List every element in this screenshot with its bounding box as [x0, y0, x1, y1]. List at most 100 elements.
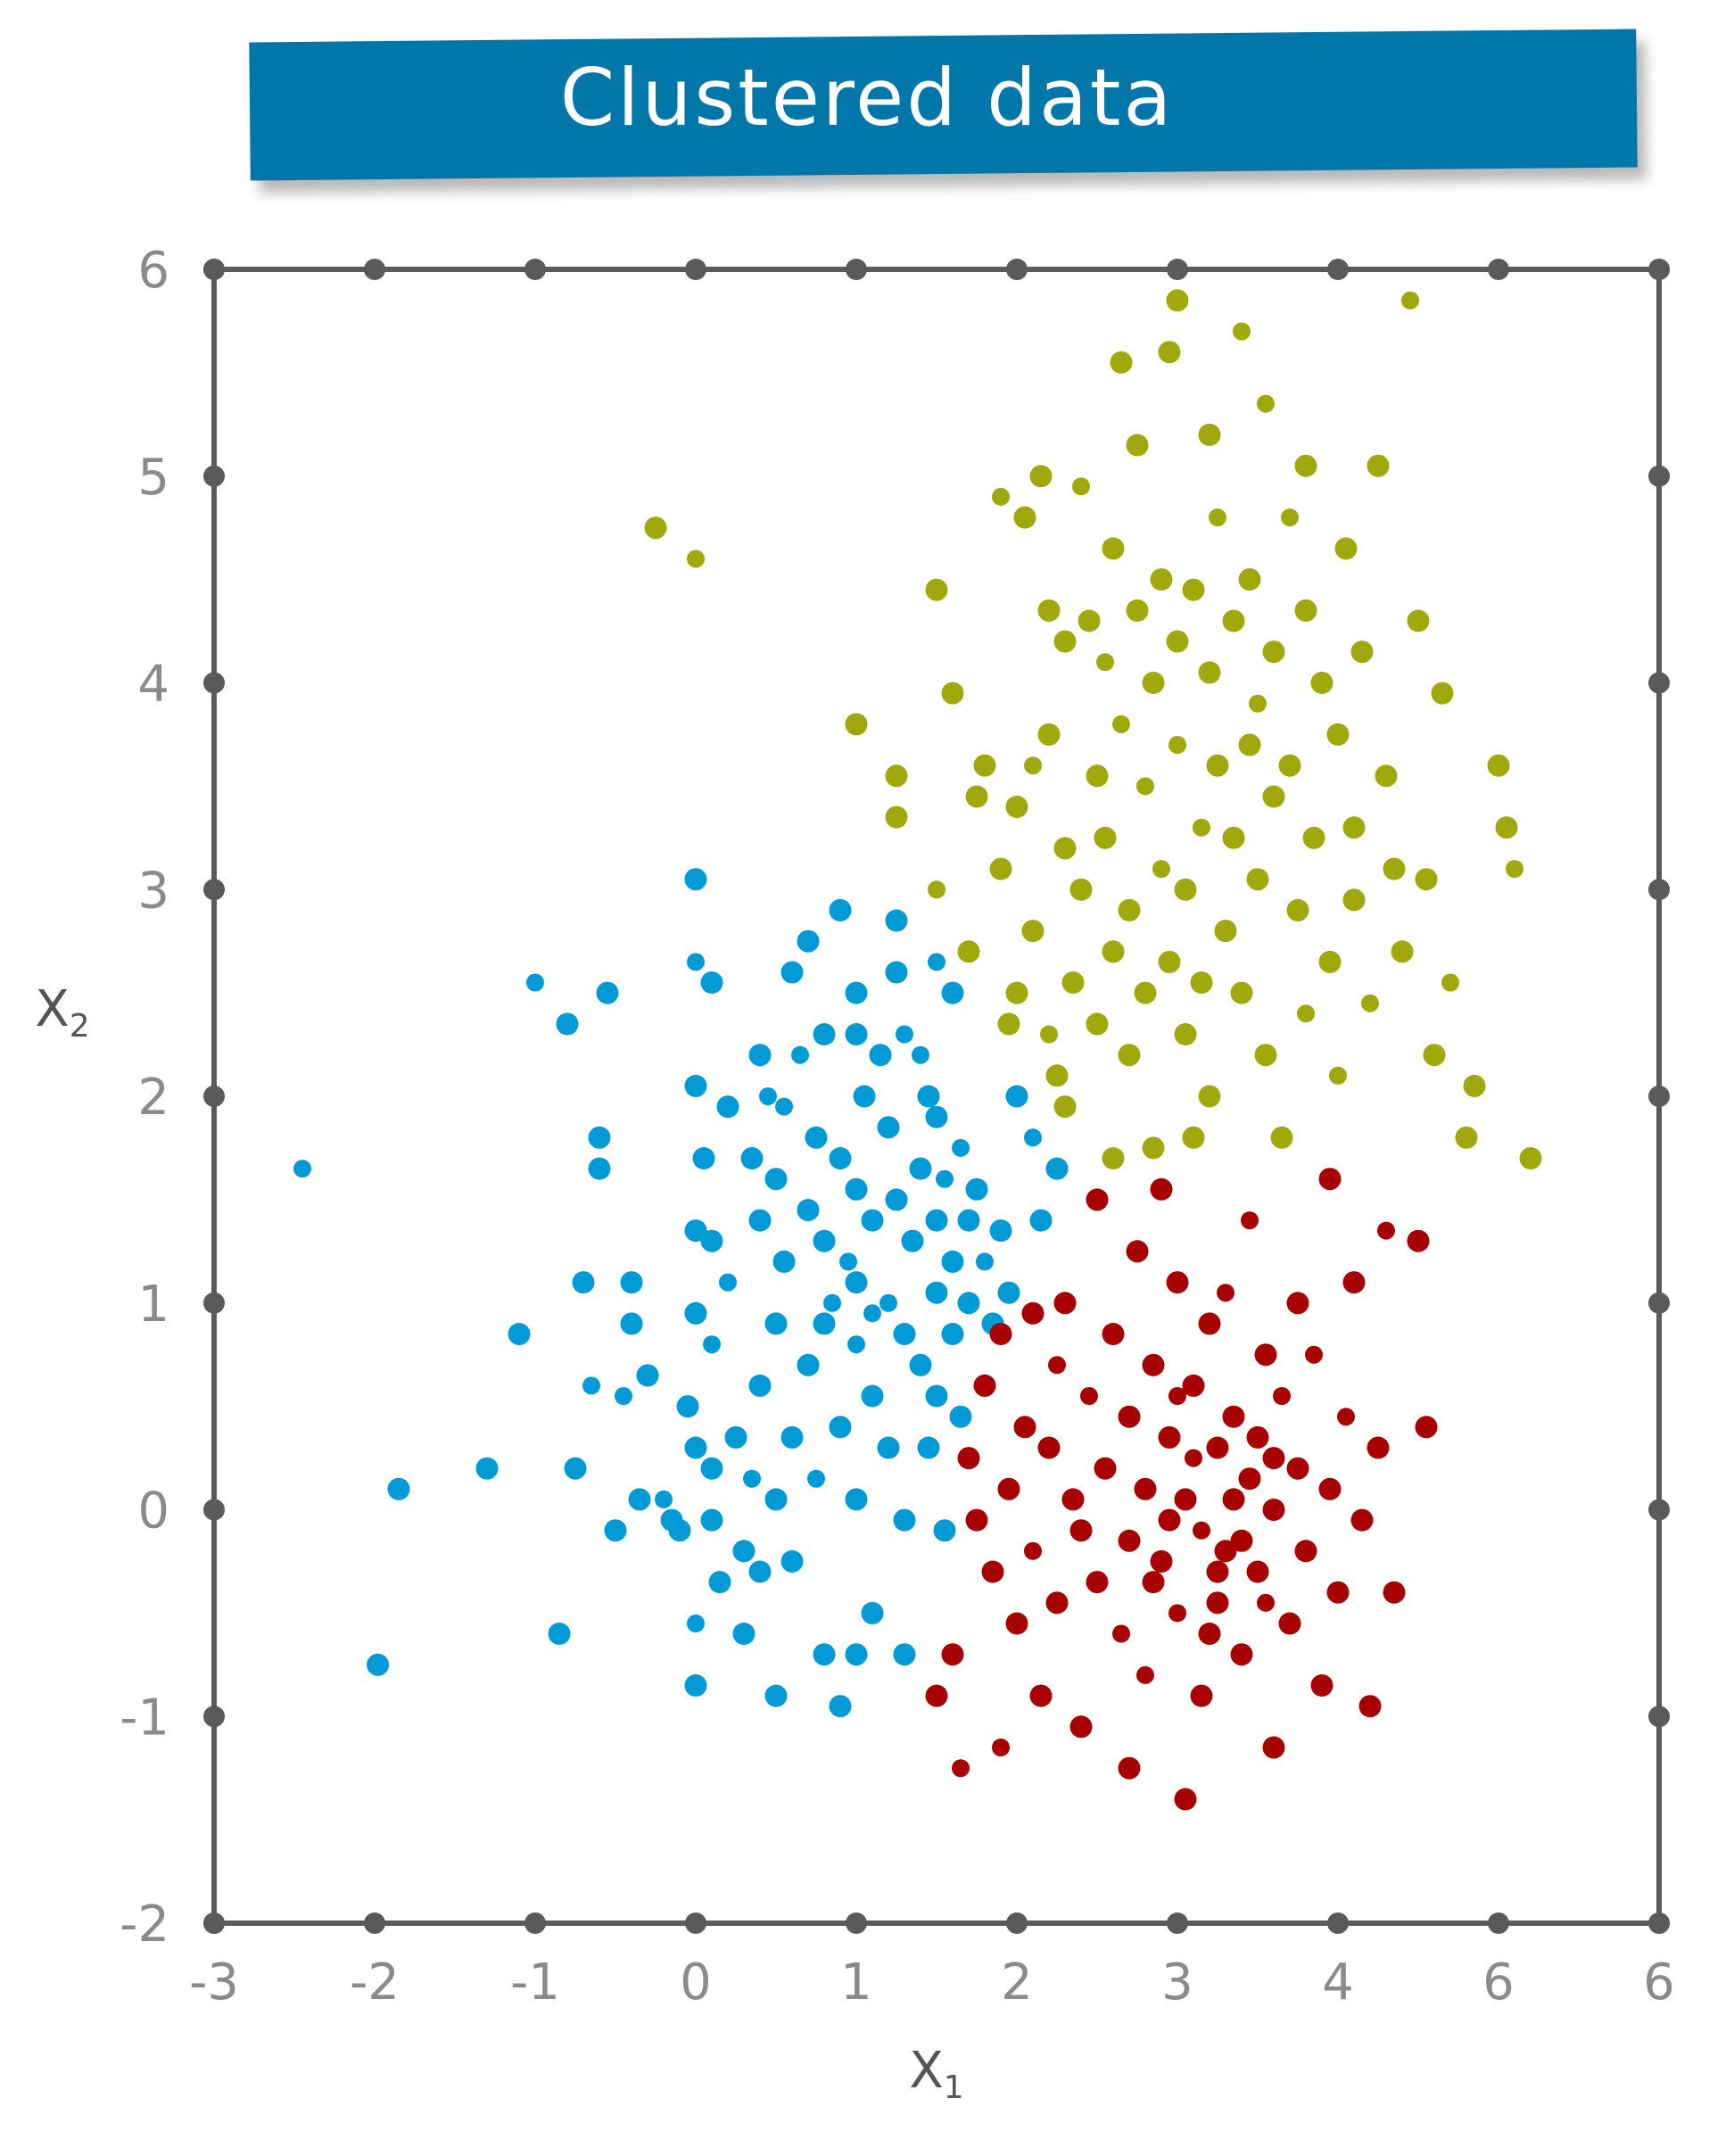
data-point-olive [1134, 981, 1157, 1004]
data-point-blue [965, 1177, 988, 1201]
data-point-olive [1222, 609, 1245, 632]
data-point-blue [829, 898, 852, 921]
data-point-blue [684, 1074, 707, 1097]
data-point-red [1086, 1571, 1109, 1594]
x-tick-label: 2 [1001, 1954, 1033, 2011]
data-point-red [1222, 1488, 1245, 1511]
frame-tick-dot [1648, 672, 1670, 694]
y-tick-label: 3 [137, 862, 169, 920]
frame-tick-dot [685, 1912, 706, 1934]
data-point-olive [1040, 1025, 1058, 1044]
data-point-blue [847, 1335, 865, 1354]
data-point-blue [748, 1209, 772, 1232]
data-point-red [1286, 1457, 1309, 1480]
data-point-olive [1021, 920, 1045, 943]
data-point-red [1193, 1521, 1210, 1540]
data-point-blue [861, 1384, 884, 1408]
data-point-blue [764, 1488, 788, 1511]
x-tick-label: 1 [840, 1954, 872, 2011]
data-point-blue [1005, 1085, 1028, 1108]
data-point-olive [1214, 920, 1237, 943]
x-tick-label: 6 [1482, 1954, 1515, 2011]
data-point-red [1045, 1591, 1069, 1615]
data-point-red [1158, 1425, 1181, 1449]
data-point-olive [1126, 434, 1149, 457]
data-point-red [1174, 1788, 1197, 1811]
data-point-red [1342, 1271, 1366, 1294]
data-point-olive [1238, 733, 1261, 756]
data-point-blue [936, 1169, 954, 1188]
data-point-blue [813, 1023, 836, 1045]
data-point-red [1118, 1756, 1141, 1780]
data-point-red [1377, 1221, 1395, 1240]
data-point-olive [1110, 351, 1133, 374]
data-point-blue [724, 1425, 747, 1449]
data-point-red [965, 1508, 988, 1532]
data-point-blue [684, 868, 707, 891]
data-point-red [1053, 1292, 1077, 1315]
y-tick-label: 2 [137, 1069, 169, 1127]
data-point-blue [628, 1488, 651, 1511]
data-point-olive [1096, 653, 1114, 672]
data-point-blue [676, 1395, 699, 1418]
x-tick-label: 0 [680, 1954, 712, 2011]
data-point-blue [620, 1271, 643, 1294]
data-point-blue [684, 1674, 707, 1697]
data-point-red [1246, 1560, 1269, 1583]
data-point-blue [863, 1304, 881, 1323]
data-point-blue [564, 1457, 587, 1480]
data-point-blue [759, 1087, 777, 1105]
data-point-red [997, 1477, 1020, 1500]
data-point-blue [845, 1488, 868, 1511]
data-point-blue [845, 1271, 868, 1294]
data-point-blue [700, 971, 723, 994]
frame-tick-dot [846, 259, 867, 280]
data-point-olive [1193, 818, 1210, 837]
data-point-red [1094, 1457, 1117, 1480]
data-point-red [1142, 1571, 1165, 1594]
data-point-red [1273, 1387, 1291, 1405]
data-point-blue [588, 1157, 611, 1180]
data-point-red [973, 1374, 996, 1397]
data-point-olive [1086, 764, 1109, 788]
data-point-blue [829, 1147, 852, 1169]
data-point-blue [732, 1623, 756, 1645]
data-point-olive [1487, 754, 1510, 777]
data-point-blue [556, 1012, 579, 1036]
data-point-red [1126, 1240, 1149, 1263]
data-point-blue [797, 929, 820, 953]
data-point-blue [917, 1085, 940, 1108]
data-point-blue [909, 1157, 932, 1180]
data-point-olive [1045, 1064, 1069, 1087]
data-point-olive [845, 713, 868, 736]
data-point-blue [716, 1095, 739, 1119]
y-tick-label: 4 [137, 656, 169, 714]
data-point-blue [893, 1643, 916, 1666]
data-point-blue [700, 1508, 723, 1532]
data-point-olive [1118, 1044, 1141, 1067]
frame-tick-dot [1327, 1912, 1349, 1934]
data-point-red [1198, 1312, 1221, 1335]
y-tick-label: 1 [137, 1276, 169, 1334]
data-point-blue [901, 1229, 924, 1252]
data-point-olive [1053, 837, 1077, 860]
data-point-red [1415, 1416, 1438, 1439]
data-point-blue [636, 1364, 659, 1387]
data-point-olive [1102, 940, 1125, 963]
data-point-blue [853, 1085, 876, 1108]
data-point-blue [949, 1405, 972, 1428]
data-point-olive [1342, 888, 1366, 912]
data-point-blue [807, 1469, 825, 1488]
data-point-blue [772, 1250, 796, 1273]
data-point-olive [992, 487, 1010, 506]
data-point-olive [1342, 816, 1366, 839]
data-point-olive [957, 940, 980, 963]
data-point-blue [879, 1293, 897, 1312]
frame-tick-dot [1648, 1499, 1670, 1521]
data-point-blue [743, 1469, 761, 1488]
data-point-blue [845, 1177, 868, 1201]
frame-tick-dot [685, 259, 706, 280]
data-point-blue [764, 1312, 788, 1335]
data-point-olive [1262, 785, 1285, 808]
data-point-red [1262, 1736, 1285, 1759]
